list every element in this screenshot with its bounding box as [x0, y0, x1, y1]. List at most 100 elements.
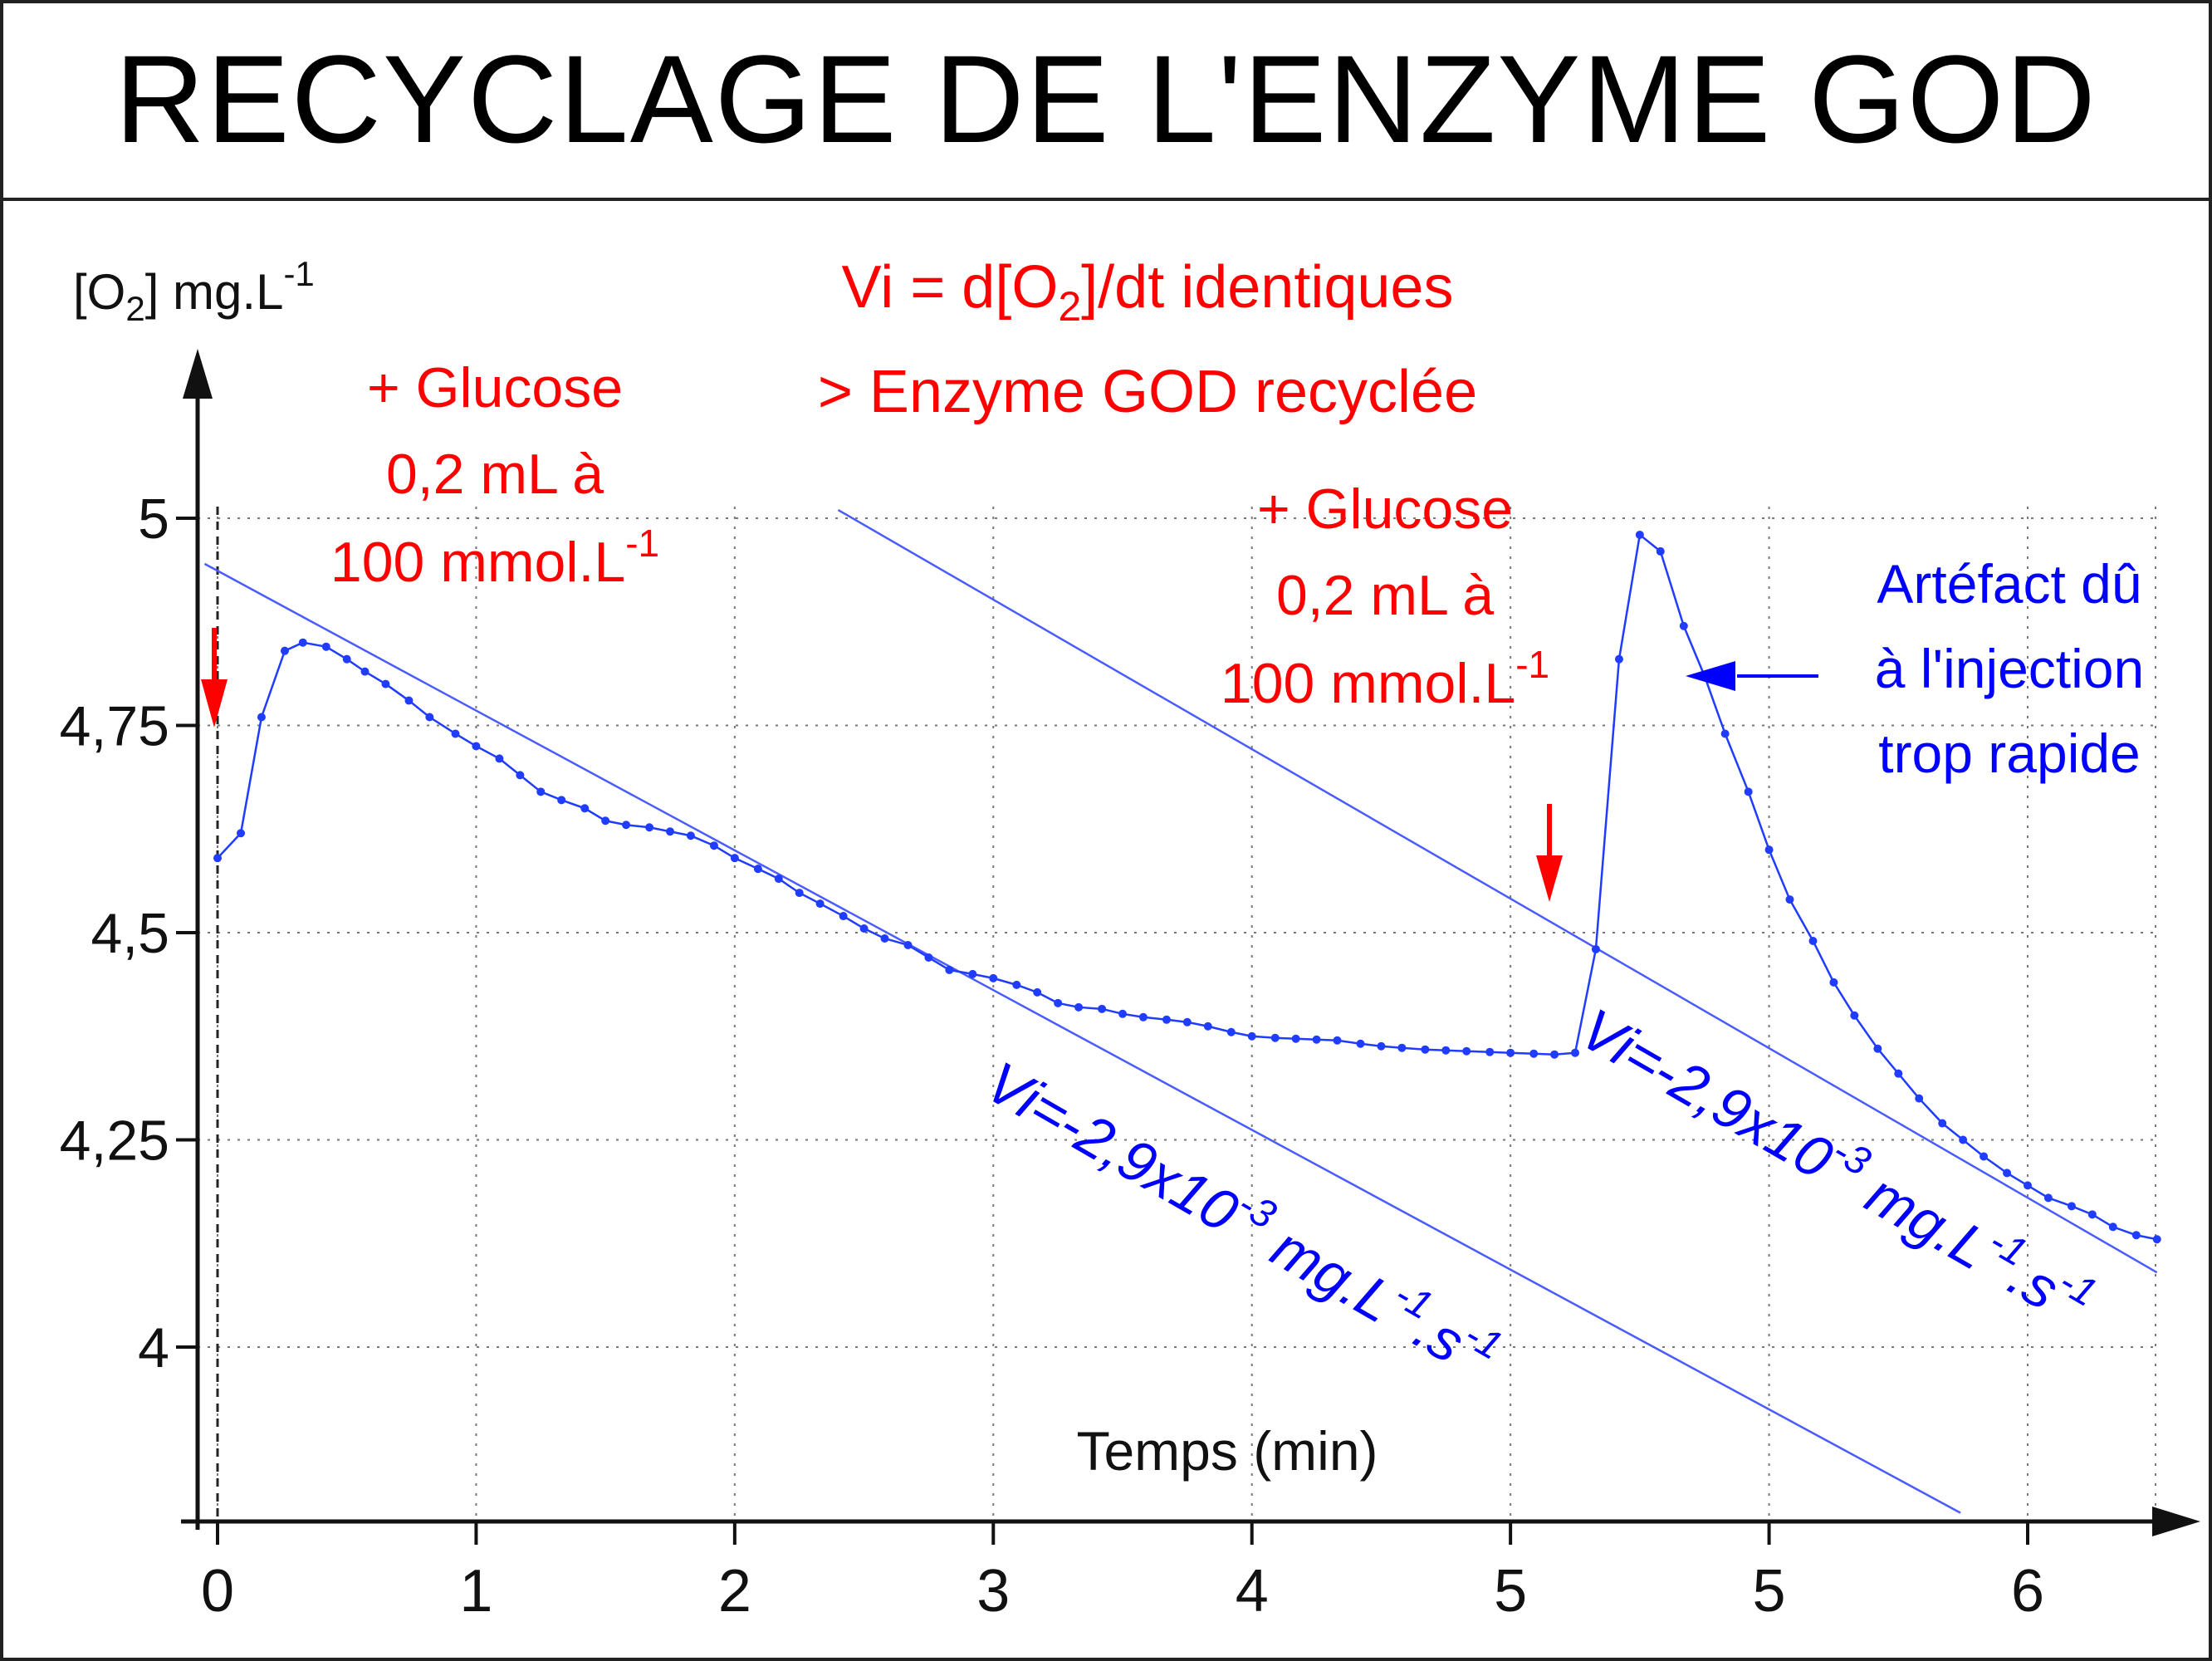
- data-point: [213, 854, 222, 863]
- y-tick-label: 4,25: [60, 1110, 169, 1173]
- data-point: [280, 646, 289, 655]
- data-point: [709, 841, 718, 850]
- data-point: [1485, 1047, 1495, 1056]
- data-point: [730, 854, 739, 863]
- ticks: 4 4,25 4,5 4,75 5 0 1 2 3 4 5 5 6: [60, 488, 2044, 1624]
- data-point: [536, 787, 546, 796]
- data-point: [2087, 1210, 2097, 1219]
- data-point: [1397, 1043, 1407, 1052]
- data-point: [1656, 546, 1665, 556]
- data-point: [237, 829, 246, 838]
- artefact-note: Artéfact dû à l'injection trop rapide: [1875, 553, 2144, 784]
- data-point: [2043, 1193, 2053, 1203]
- data-point: [1054, 998, 1063, 1007]
- data-point: [298, 638, 307, 647]
- svg-text:+ Glucose: + Glucose: [367, 356, 623, 419]
- glucose-injection-1-note: + Glucose 0,2 mL à 100 mmol.L-1: [330, 356, 659, 594]
- data-point: [1226, 1027, 1236, 1036]
- data-point: [839, 912, 848, 921]
- data-point: [2152, 1235, 2161, 1244]
- fit-lines: [203, 508, 2158, 1514]
- y-axis-arrow: [183, 349, 213, 399]
- fit-line: [837, 508, 2158, 1274]
- data-point: [1312, 1035, 1321, 1044]
- slope-label-2: Vi=-2,9x10-3 mg.L-1.s-1: [1570, 990, 2105, 1340]
- data-point: [1203, 1022, 1212, 1031]
- svg-text:100 mmol.L-1: 100 mmol.L-1: [1221, 643, 1549, 715]
- data-point: [601, 816, 610, 826]
- svg-text:trop rapide: trop rapide: [1878, 723, 2141, 784]
- x-tick-label: 1: [459, 1558, 492, 1624]
- data-point: [989, 973, 998, 982]
- svg-text:0,2 mL à: 0,2 mL à: [1276, 564, 1494, 627]
- x-tick-label: 3: [976, 1558, 1010, 1624]
- data-point: [2131, 1231, 2141, 1240]
- data-point: [880, 933, 889, 943]
- data-point: [859, 924, 869, 933]
- x-axis-arrow: [2152, 1507, 2200, 1536]
- injection-arrow-1: [201, 628, 228, 728]
- data-point: [321, 642, 330, 651]
- data-point: [1462, 1046, 1471, 1056]
- data-point: [381, 679, 390, 688]
- data-point: [1182, 1017, 1192, 1026]
- data-point: [2108, 1222, 2117, 1232]
- y-axis-label: [O2] mg.L-1: [73, 254, 315, 328]
- data-point: [1571, 1048, 1579, 1057]
- slope-label-1: Vi=-2,9x10-3 mg.L-1.s-1: [976, 1043, 1510, 1394]
- enzyme-recycled-note: > Enzyme GOD recyclée: [818, 359, 1477, 425]
- svg-text:+ Glucose: + Glucose: [1257, 478, 1513, 541]
- title-box: RECYCLAGE DE L'ENZYME GOD: [0, 0, 2212, 201]
- data-point: [2024, 1181, 2032, 1190]
- data-point: [1529, 1049, 1539, 1058]
- data-point: [645, 823, 654, 832]
- data-point: [404, 696, 414, 705]
- data-point: [815, 899, 825, 909]
- svg-text:à l'injection: à l'injection: [1875, 638, 2144, 699]
- y-tick-label: 4,5: [91, 902, 169, 965]
- data-point: [557, 796, 566, 805]
- grid: [198, 507, 2159, 1521]
- data-point: [1980, 1152, 1989, 1161]
- data-point: [795, 889, 804, 898]
- artefact-arrow: [1686, 661, 1818, 691]
- glucose-injection-2-note: + Glucose 0,2 mL à 100 mmol.L-1: [1221, 478, 1549, 715]
- axes: [181, 349, 2200, 1536]
- data-point: [1291, 1034, 1300, 1043]
- data-point: [2067, 1202, 2076, 1211]
- data-point: [1356, 1039, 1365, 1048]
- data-point: [1614, 654, 1623, 664]
- data-point: [1591, 944, 1600, 953]
- svg-text:Artéfact dû: Artéfact dû: [1877, 553, 2141, 615]
- data-point: [1915, 1094, 1924, 1103]
- data-point: [1421, 1045, 1430, 1054]
- data-point: [753, 865, 762, 874]
- data-point: [425, 713, 434, 722]
- data-point: [257, 713, 266, 722]
- fit-line: [203, 562, 1961, 1514]
- chart-title: RECYCLAGE DE L'ENZYME GOD: [115, 28, 2097, 169]
- o2-curve: [213, 530, 2161, 1244]
- x-tick-label: 6: [2011, 1558, 2044, 1624]
- data-point: [1162, 1015, 1171, 1024]
- data-point: [1850, 1011, 1859, 1020]
- data-point: [622, 821, 631, 830]
- data-point: [451, 729, 460, 738]
- data-point: [903, 940, 913, 949]
- data-point: [1808, 936, 1818, 945]
- data-point: [360, 667, 369, 676]
- data-point: [1247, 1031, 1256, 1041]
- injection-arrow-2: [1536, 804, 1563, 902]
- svg-text:100 mmol.L-1: 100 mmol.L-1: [330, 522, 659, 594]
- data-point: [472, 742, 481, 751]
- data-point: [1012, 980, 1021, 989]
- data-point: [774, 875, 783, 884]
- svg-text:0,2 mL à: 0,2 mL à: [386, 443, 604, 506]
- data-point: [1098, 1004, 1107, 1013]
- data-point: [1764, 845, 1774, 855]
- data-point: [1873, 1044, 1882, 1053]
- data-point: [686, 831, 695, 840]
- vi-identical-note: Vi = d[O2]/dt identiques: [842, 254, 1454, 330]
